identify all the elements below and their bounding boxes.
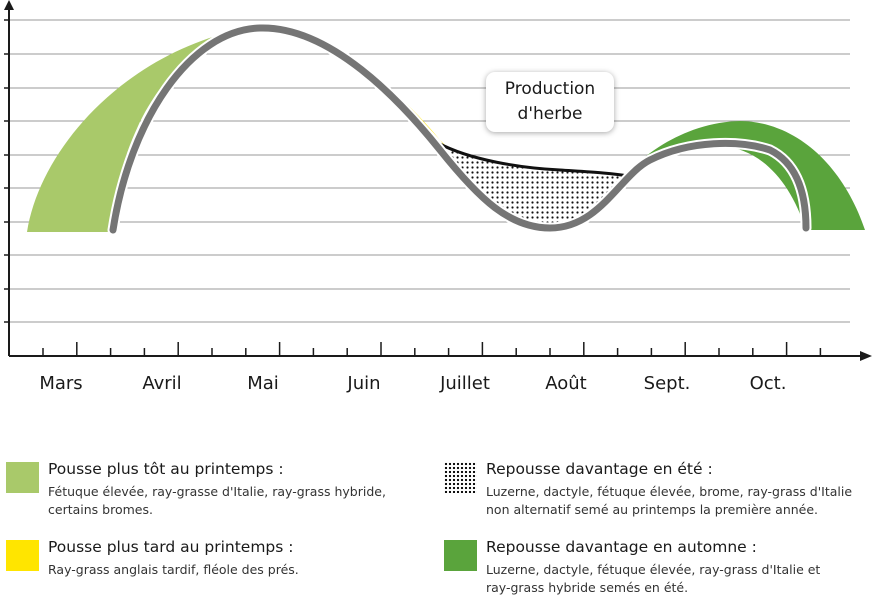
- legend-desc: Ray-grass anglais tardif, fléole des pré…: [48, 561, 299, 579]
- series-autumn-area: [628, 121, 865, 230]
- x-tick-label: Juin: [346, 373, 380, 394]
- legend-desc-line: Luzerne, dactyle, fétuque élevée, brome,…: [486, 484, 853, 499]
- x-tick-label: Août: [545, 373, 586, 394]
- legend-swatch-early-spring: [6, 462, 39, 493]
- legend-desc-line: non alternatif semé au printemps la prem…: [486, 502, 819, 517]
- x-tick-label: Juillet: [439, 373, 490, 394]
- legend-item-early-spring: Pousse plus tôt au printemps : Fétuque é…: [6, 460, 426, 520]
- legend-title: Pousse plus tard au printemps :: [48, 538, 294, 556]
- legend-desc-line: ray-grass hybride semés en été.: [486, 580, 689, 595]
- legend-desc: Fétuque élevée, ray-grasse d'Italie, ray…: [48, 483, 386, 519]
- baseline-production-curve-stroke: [109, 24, 810, 234]
- summer-production-line: [437, 141, 629, 178]
- legend-title: Pousse plus tôt au printemps :: [48, 460, 284, 478]
- legend-swatch-late-spring: [6, 540, 39, 571]
- x-ticks: [42, 342, 822, 356]
- grass-production-chart: Mars Avril Mai Juin Juillet Août Sept. Oct.: [4, 0, 872, 394]
- annotation-line-2: d'herbe: [517, 104, 583, 124]
- annotation-line-1: Production: [504, 79, 596, 99]
- y-axis-arrow: [4, 0, 14, 10]
- production-annotation: Production d'herbe: [486, 72, 614, 132]
- legend-item-summer: Repousse davantage en été : Luzerne, dac…: [444, 460, 874, 520]
- x-tick-labels: Mars Avril Mai Juin Juillet Août Sept. Oct.: [39, 373, 786, 394]
- series-early-spring-area: [27, 28, 262, 232]
- legend-desc-line: certains bromes.: [48, 502, 153, 517]
- legend-desc: Luzerne, dactyle, fétuque élevée, ray-gr…: [486, 561, 820, 597]
- legend-swatch-summer: [444, 462, 477, 493]
- legend-item-late-spring: Pousse plus tard au printemps : Ray-gras…: [6, 538, 426, 588]
- legend-desc-line: Luzerne, dactyle, fétuque élevée, ray-gr…: [486, 562, 821, 577]
- legend-desc-line: Fétuque élevée, ray-grasse d'Italie, ray…: [48, 484, 386, 499]
- legend-desc-line: Ray-grass anglais tardif, fléole des pré…: [48, 562, 299, 577]
- legend-item-autumn: Repousse davantage en automne : Luzerne,…: [444, 538, 874, 596]
- legend-swatch-autumn: [444, 540, 477, 571]
- x-tick-label: Avril: [142, 373, 181, 394]
- x-axis-arrow: [860, 351, 872, 361]
- legend-title: Repousse davantage en automne :: [486, 538, 757, 556]
- series-summer-area: [438, 143, 628, 228]
- legend-desc: Luzerne, dactyle, fétuque élevée, brome,…: [486, 483, 852, 519]
- x-tick-label: Mars: [39, 373, 82, 394]
- x-tick-label: Mai: [247, 373, 279, 394]
- x-tick-label: Sept.: [644, 373, 691, 394]
- x-tick-label: Oct.: [750, 373, 787, 394]
- legend-title: Repousse davantage en été :: [486, 460, 713, 478]
